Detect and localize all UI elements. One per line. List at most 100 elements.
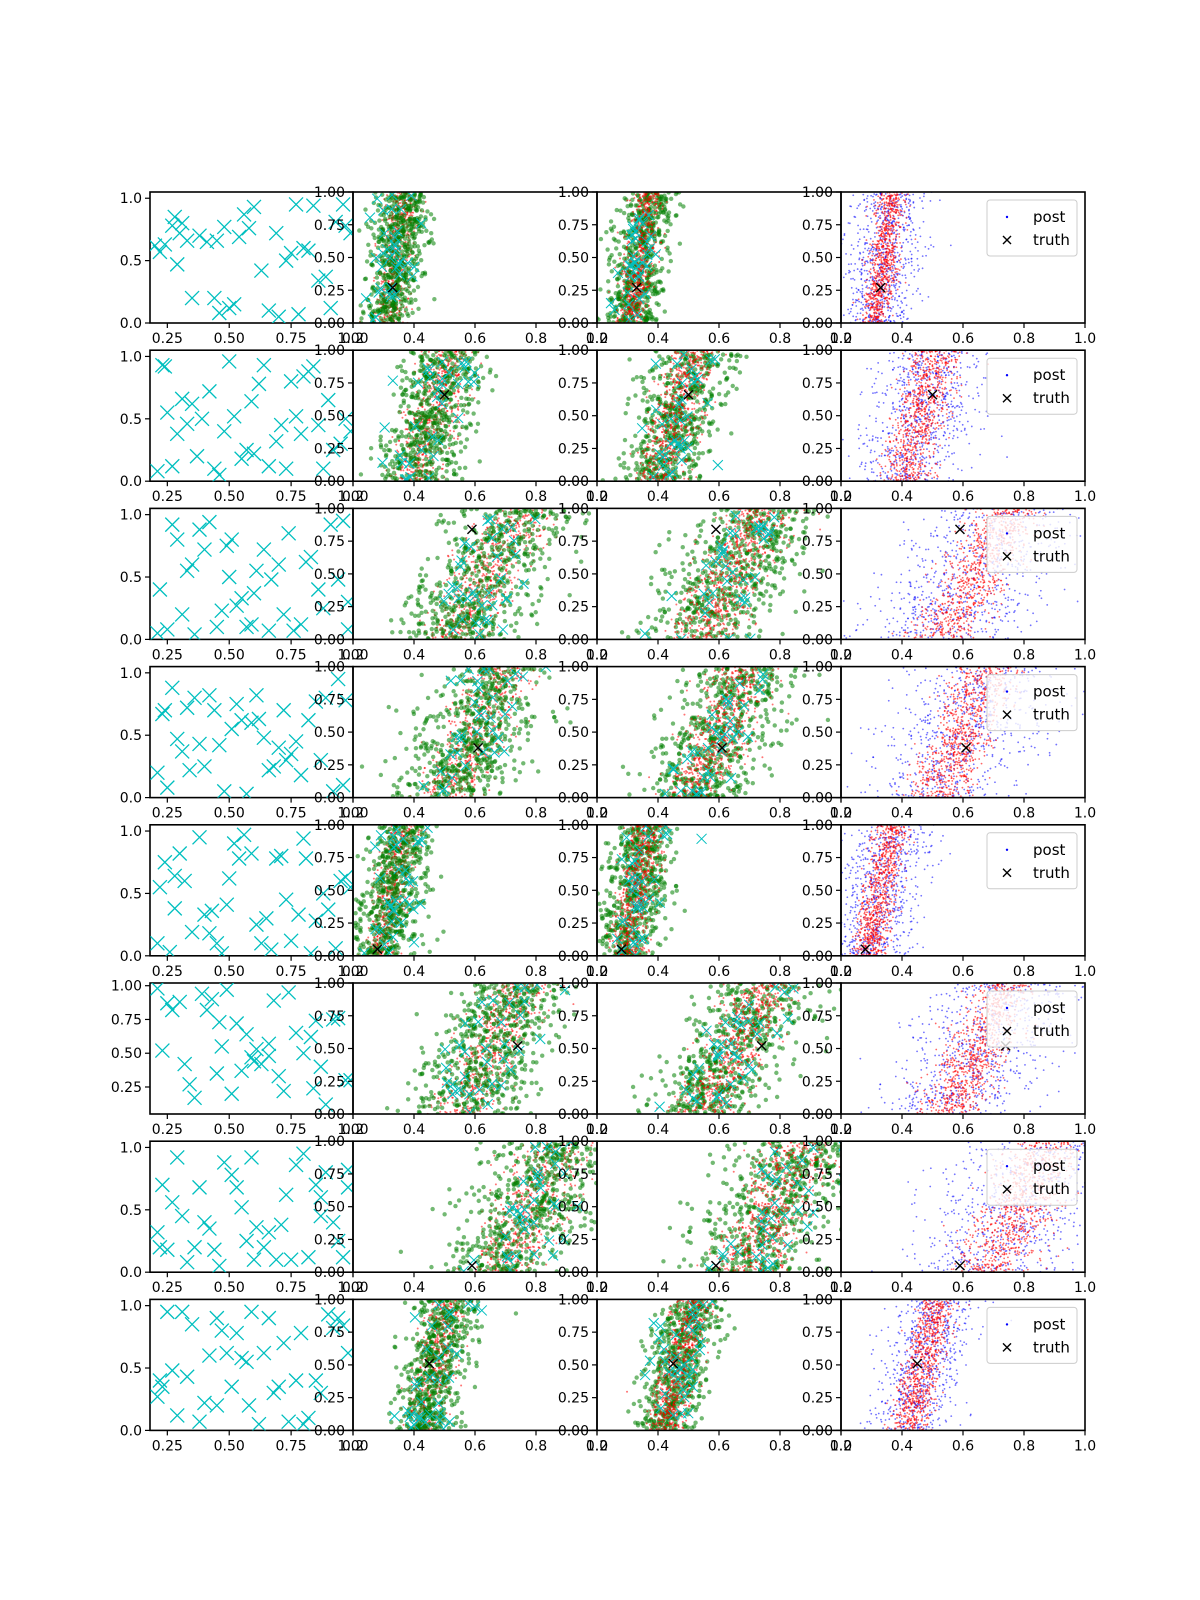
red-point [650, 272, 653, 275]
red-point [897, 197, 900, 200]
red-point [876, 286, 878, 289]
post-point [908, 284, 910, 286]
post-point [894, 286, 897, 289]
r0-c0-xtick-label: 0.25 [152, 331, 183, 347]
red-point [645, 196, 648, 199]
red-point [627, 283, 630, 286]
red-point [647, 222, 650, 225]
green-point [383, 216, 388, 222]
green-point [604, 230, 609, 235]
red-point [897, 280, 900, 283]
r0-c3-xtick-label: 0.2 [830, 331, 852, 347]
green-point [666, 218, 671, 223]
green-point [403, 204, 408, 209]
scatter-points [597, 192, 686, 323]
red-point [436, 383, 439, 386]
green-point [611, 236, 617, 242]
red-point [877, 309, 880, 312]
post-point [852, 292, 855, 295]
red-point [887, 232, 889, 235]
red-point [894, 255, 897, 258]
red-point [617, 320, 620, 323]
red-point [648, 210, 651, 213]
cyan-marker [371, 193, 383, 205]
red-point [899, 209, 902, 211]
red-point [880, 256, 883, 259]
green-point [418, 257, 424, 263]
red-point [892, 238, 895, 241]
red-point [898, 212, 901, 215]
red-point [891, 314, 894, 317]
red-point [636, 305, 639, 308]
red-point [861, 258, 863, 261]
red-point [898, 235, 901, 238]
design-point [216, 423, 232, 439]
red-point [632, 210, 635, 213]
r1-c0-xtick-label: 0.50 [214, 489, 245, 505]
post-point [897, 217, 900, 220]
green-point [612, 259, 617, 264]
post-point [895, 282, 898, 285]
r0-c0-ytick-label: 0.0 [120, 316, 142, 332]
cyan-marker [370, 311, 382, 323]
r0-c0-xtick-label: 1.00 [337, 331, 368, 347]
red-point [872, 298, 875, 301]
red-point [881, 306, 884, 309]
red-point [647, 221, 650, 224]
red-point [417, 407, 420, 410]
red-point [869, 302, 871, 305]
red-point [894, 271, 897, 274]
r0-c3-xtick-label: 1.0 [1074, 331, 1096, 347]
green-point [379, 291, 384, 297]
post-point [900, 196, 902, 199]
green-point [645, 298, 650, 304]
green-point [431, 352, 436, 358]
red-point [468, 394, 471, 397]
red-point [636, 281, 639, 284]
red-point [894, 194, 897, 197]
red-point [900, 265, 903, 268]
post-point [869, 251, 871, 254]
red-point [879, 289, 882, 291]
post-point [930, 244, 932, 246]
red-point [640, 201, 643, 204]
post-point [867, 302, 870, 305]
green-point [648, 204, 654, 210]
green-point [647, 307, 653, 313]
post-point [871, 300, 873, 303]
post-point [919, 235, 922, 238]
r0-c1-ytick-label: 0.50 [314, 251, 345, 267]
red-point [637, 308, 640, 311]
post-point [868, 279, 871, 282]
red-point [869, 293, 872, 296]
red-point [428, 421, 431, 424]
red-point [905, 216, 908, 219]
post-point [876, 212, 879, 214]
red-point [888, 287, 891, 290]
green-point [649, 268, 655, 273]
red-point [881, 320, 884, 323]
red-point [616, 316, 619, 319]
post-point [873, 205, 875, 208]
red-point [881, 302, 884, 305]
post-point [874, 201, 877, 203]
design-point [315, 461, 331, 477]
post-point [866, 273, 869, 275]
red-point [904, 222, 907, 224]
red-point [633, 197, 636, 200]
post-point [873, 193, 876, 195]
red-point [432, 466, 435, 469]
red-point [642, 200, 645, 203]
post-point [859, 203, 861, 205]
green-point [668, 222, 673, 227]
red-point [890, 249, 893, 252]
post-point [917, 270, 920, 272]
red-point [888, 285, 891, 288]
post-point [855, 305, 858, 307]
red-point [877, 301, 880, 304]
cyan-marker [632, 270, 644, 282]
design-point [333, 436, 349, 452]
red-point [884, 219, 886, 221]
green-point [606, 257, 612, 263]
design-point [288, 197, 304, 212]
